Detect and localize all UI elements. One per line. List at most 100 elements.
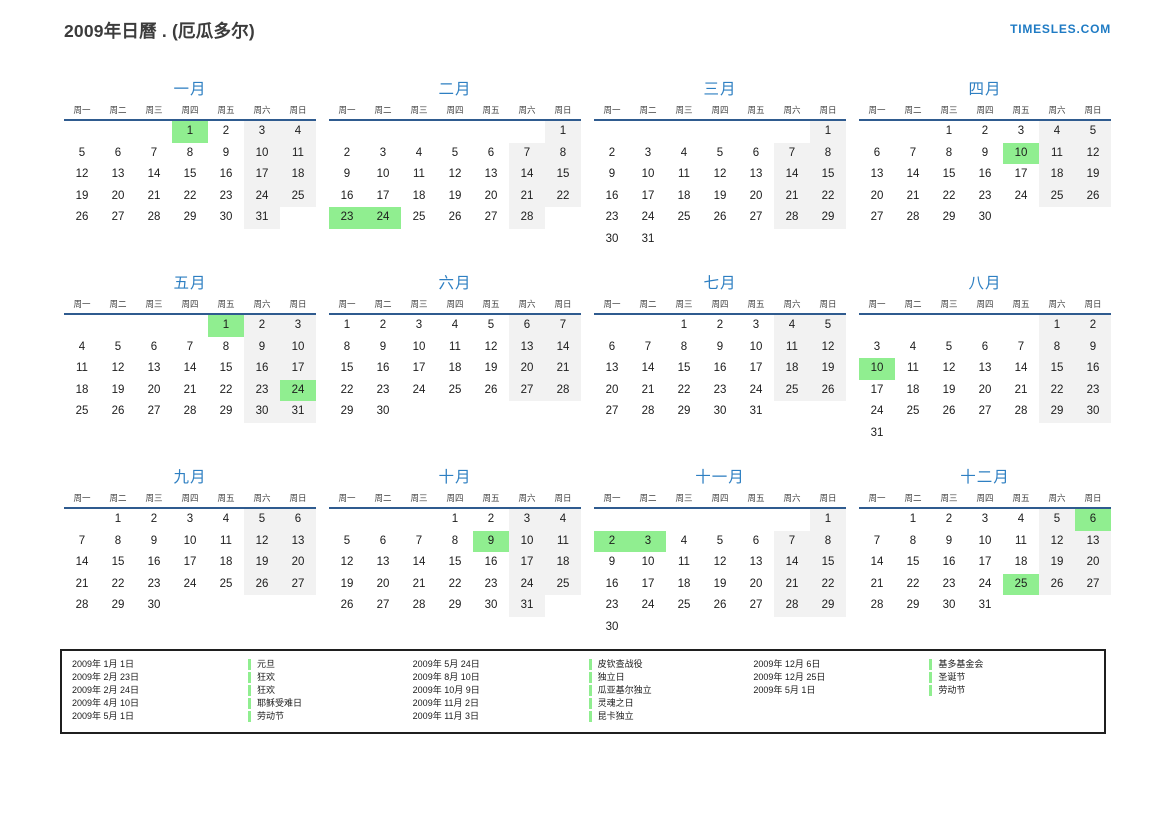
holiday-day-cell: 10 <box>859 358 895 380</box>
day-cell: 26 <box>1039 573 1075 595</box>
day-cell: 6 <box>150 340 158 353</box>
legend-entry-name: 灵魂之日 <box>588 697 634 710</box>
day-cell: 21 <box>774 185 810 207</box>
day-cell: 22 <box>1039 379 1075 401</box>
holiday-day-cell: 1 <box>208 315 244 337</box>
day-cell: 29 <box>111 599 125 611</box>
day-cell: 10 <box>183 534 197 547</box>
day-cell: 13 <box>749 556 763 568</box>
weekday-label: 周日 <box>1084 105 1102 115</box>
weekday-label: 周日 <box>554 105 572 115</box>
day-cell: 23 <box>942 577 956 590</box>
day-cell: 13 <box>978 362 992 374</box>
weekday-label: 周三 <box>940 493 958 503</box>
day-cell: 20 <box>147 383 161 396</box>
day-cell: 1 <box>343 319 351 331</box>
day-cell: 4 <box>1017 513 1025 525</box>
day-cell: 5 <box>114 340 122 353</box>
day-cell: 26 <box>111 405 125 417</box>
empty-cell <box>859 121 895 143</box>
legend-entry-name: 劳动节 <box>929 684 965 697</box>
day-cell: 16 <box>978 168 992 180</box>
day-cell: 16 <box>244 358 280 380</box>
day-cell: 31 <box>244 207 280 229</box>
holiday-marker-bar <box>588 685 592 696</box>
weekday-header-row: 周一 周二 周三 周四 周五 周六 周日 <box>329 104 581 121</box>
day-cell: 17 <box>244 164 280 186</box>
day-cell: 16 <box>942 556 956 568</box>
weekday-label: 周日 <box>819 105 837 115</box>
day-cell: 9 <box>343 168 351 180</box>
day-cell: 19 <box>1075 164 1111 186</box>
legend-entry-date: 2009年 1月 1日 <box>72 659 135 669</box>
day-cell: 23 <box>713 383 727 396</box>
empty-cell <box>774 509 810 531</box>
day-cell: 23 <box>244 379 280 401</box>
day-cell: 7 <box>1017 340 1025 353</box>
day-cell: 17 <box>412 362 426 374</box>
holiday-day-cell: 3 <box>630 530 666 552</box>
day-cell: 24 <box>509 573 545 595</box>
weekday-label: 周一 <box>603 105 621 115</box>
day-cell: 28 <box>1014 405 1028 417</box>
day-cell: 23 <box>978 189 992 202</box>
day-cell: 7 <box>774 142 810 164</box>
weekday-header-row: 周一 周二 周三 周四 周五 周六 周日 <box>594 298 846 315</box>
day-cell: 14 <box>412 556 426 568</box>
day-cell: 7 <box>873 534 881 547</box>
legend-entry-date: 2009年 5月 1日 <box>72 711 135 721</box>
day-cell: 9 <box>222 146 230 159</box>
day-cell: 6 <box>487 146 495 159</box>
day-cell: 14 <box>774 552 810 574</box>
day-cell: 27 <box>280 573 316 595</box>
day-cell: 18 <box>219 556 233 568</box>
day-cell: 11 <box>449 340 461 353</box>
day-cell: 3 <box>1017 125 1025 137</box>
day-cell: 4 <box>280 121 316 143</box>
day-cell: 2 <box>487 513 495 525</box>
month-title: 十一月 <box>695 469 745 486</box>
weekday-label: 周二 <box>374 105 392 115</box>
weekday-label: 周一 <box>868 105 886 115</box>
day-cell: 15 <box>906 556 920 568</box>
legend-entry-name: 瓜亚基尔独立 <box>588 684 652 697</box>
weekday-label: 周六 <box>253 105 271 115</box>
day-cell: 18 <box>906 383 920 396</box>
day-cell: 8 <box>810 142 846 164</box>
day-cell: 20 <box>978 383 992 396</box>
day-cell: 10 <box>412 340 426 353</box>
day-cell: 1 <box>810 121 846 143</box>
month-title: 四月 <box>968 81 1002 98</box>
day-cell: 15 <box>1039 358 1075 380</box>
day-cell: 8 <box>680 340 688 353</box>
day-cell: 6 <box>379 534 387 547</box>
legend-entry-name-text: 灵魂之日 <box>597 698 634 708</box>
day-cell: 27 <box>509 379 545 401</box>
day-cell: 22 <box>545 185 581 207</box>
day-cell: 3 <box>186 513 194 525</box>
day-cell: 30 <box>713 405 727 417</box>
day-cell: 16 <box>376 362 390 374</box>
day-cell: 11 <box>1015 534 1027 547</box>
month-block: 十二月 周一 周二 周三 周四 周五 周六 周日 1 2 3 4 5 6 7 8 9 10 11 12 13 14 15 16… <box>859 466 1111 650</box>
day-cell: 16 <box>147 556 161 568</box>
day-cell: 20 <box>509 358 545 380</box>
day-cell: 9 <box>150 534 158 547</box>
day-cell: 3 <box>873 340 881 353</box>
weekday-label: 周日 <box>819 299 837 309</box>
day-cell: 1 <box>945 125 953 137</box>
day-cell: 10 <box>978 534 992 547</box>
empty-cell <box>329 121 365 143</box>
weekday-label: 周四 <box>711 105 729 115</box>
weekday-label: 周五 <box>1012 105 1030 115</box>
legend-entry-name-text: 皮钦查战役 <box>597 659 643 669</box>
weekday-label: 周一 <box>73 105 91 115</box>
month-title: 五月 <box>173 275 207 292</box>
weekday-label: 周二 <box>904 105 922 115</box>
day-cell: 12 <box>810 336 846 358</box>
site-link[interactable]: TIMESLES.COM <box>1010 22 1111 36</box>
day-cell: 28 <box>641 405 655 417</box>
day-cell: 9 <box>244 336 280 358</box>
day-cell: 13 <box>1075 530 1111 552</box>
day-cell: 19 <box>244 552 280 574</box>
